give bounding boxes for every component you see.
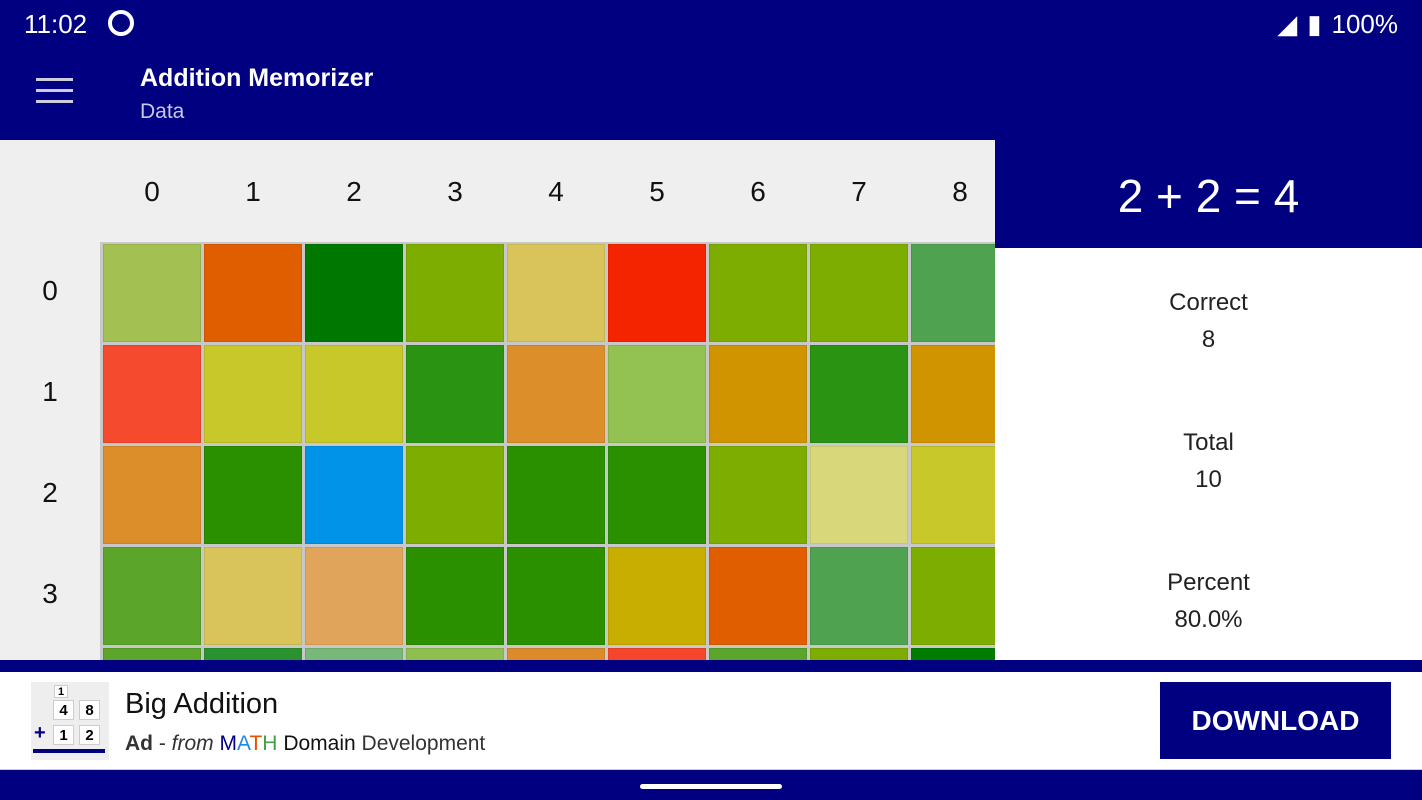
ad-banner[interactable]: 1 4 8 + 1 2 Big Addition Ad - from MATH …	[0, 672, 1422, 770]
addition-grid[interactable]: 0 1 2 3 4 5 6 7 8 0 1 2 3	[0, 140, 995, 660]
column-header: 7	[851, 176, 867, 207]
column-header: 1	[245, 176, 261, 207]
grid-cell--7[interactable]	[810, 648, 908, 660]
grid-cell--1[interactable]	[204, 648, 302, 660]
grid-cell-1-3[interactable]	[406, 345, 504, 443]
grid-cell-2-3[interactable]	[406, 446, 504, 544]
grid-cell-1-6[interactable]	[709, 345, 807, 443]
grid-cell-3-3[interactable]	[406, 547, 504, 645]
grid-cell-1-7[interactable]	[810, 345, 908, 443]
app-bar: Addition Memorizer Data	[0, 46, 1422, 140]
correct-label: Correct	[1169, 289, 1248, 316]
column-header: 5	[649, 176, 665, 207]
grid-cell-2-4[interactable]	[507, 446, 605, 544]
grid-cell-3-6[interactable]	[709, 547, 807, 645]
grid-cell-0-3[interactable]	[406, 244, 504, 342]
column-header: 3	[447, 176, 463, 207]
column-header: 6	[750, 176, 766, 207]
total-value: 10	[1195, 466, 1222, 493]
grid-cell-0-8[interactable]	[911, 244, 995, 342]
row-header: 3	[42, 578, 58, 609]
grid-cell--3[interactable]	[406, 648, 504, 660]
clock: 11:02	[24, 9, 88, 39]
grid-cell-1-5[interactable]	[608, 345, 706, 443]
grid-cell-3-2[interactable]	[305, 547, 403, 645]
grid-cell-1-0[interactable]	[103, 345, 201, 443]
row-header: 2	[42, 477, 58, 508]
grid-cell--5[interactable]	[608, 648, 706, 660]
grid-cell-0-7[interactable]	[810, 244, 908, 342]
percent-value: 80.0%	[1174, 606, 1243, 633]
grid-cell--4[interactable]	[507, 648, 605, 660]
grid-cell-2-1[interactable]	[204, 446, 302, 544]
row-header: 0	[42, 275, 58, 306]
grid-cell-1-4[interactable]	[507, 345, 605, 443]
battery-icon: ▮	[1307, 9, 1322, 39]
grid-cell-3-5[interactable]	[608, 547, 706, 645]
grid-cell-2-5[interactable]	[608, 446, 706, 544]
percent-label: Percent	[1167, 569, 1250, 596]
column-header: 8	[952, 176, 968, 207]
current-equation: 2 + 2 = 4	[995, 140, 1422, 248]
grid-cell-1-2[interactable]	[305, 345, 403, 443]
grid-cell-3-8[interactable]	[911, 547, 995, 645]
ad-title[interactable]: Big Addition	[125, 688, 279, 720]
grid-cell-2-0[interactable]	[103, 446, 201, 544]
navigation-bar	[0, 770, 1422, 800]
grid-cell-0-0[interactable]	[103, 244, 201, 342]
grid-cell-2-7[interactable]	[810, 446, 908, 544]
grid-cell-0-2[interactable]	[305, 244, 403, 342]
download-button[interactable]: DOWNLOAD	[1160, 682, 1391, 759]
grid-cell-2-2[interactable]	[305, 446, 403, 544]
grid-cell-0-4[interactable]	[507, 244, 605, 342]
grid-cell-0-5[interactable]	[608, 244, 706, 342]
grid-cell--0[interactable]	[103, 648, 201, 660]
grid-cell-2-8[interactable]	[911, 446, 995, 544]
grid-cell--6[interactable]	[709, 648, 807, 660]
grid-cell-0-6[interactable]	[709, 244, 807, 342]
app-subtitle: Data	[140, 100, 185, 123]
grid-cell-0-1[interactable]	[204, 244, 302, 342]
home-gesture-handle[interactable]	[640, 784, 782, 789]
grid-cell-2-6[interactable]	[709, 446, 807, 544]
hamburger-menu-icon[interactable]	[36, 78, 73, 106]
ad-app-icon: 1 4 8 + 1 2	[31, 682, 109, 760]
signal-icon: ◢	[1277, 9, 1298, 39]
total-label: Total	[1183, 429, 1234, 456]
grid-cell-1-8[interactable]	[911, 345, 995, 443]
column-header: 4	[548, 176, 564, 207]
grid-cell--2[interactable]	[305, 648, 403, 660]
grid-cell-3-0[interactable]	[103, 547, 201, 645]
correct-value: 8	[1201, 326, 1216, 353]
row-header: 1	[42, 376, 58, 407]
notification-icon	[108, 10, 134, 36]
grid-cell-1-1[interactable]	[204, 345, 302, 443]
grid-cell-3-4[interactable]	[507, 547, 605, 645]
grid-cell-3-1[interactable]	[204, 547, 302, 645]
battery-level: 100%	[1331, 9, 1399, 39]
column-header: 0	[144, 176, 160, 207]
grid-cell-3-7[interactable]	[810, 547, 908, 645]
grid-cell--8[interactable]	[911, 648, 995, 660]
ad-attribution: Ad - from MATH Domain Development	[125, 732, 486, 755]
app-title: Addition Memorizer	[140, 64, 374, 92]
stats-panel: 2 + 2 = 4 Correct 8 Total 10 Percent 80.…	[995, 140, 1422, 660]
column-header: 2	[346, 176, 362, 207]
status-bar: 11:02 ◢ ▮ 100%	[0, 0, 1422, 46]
